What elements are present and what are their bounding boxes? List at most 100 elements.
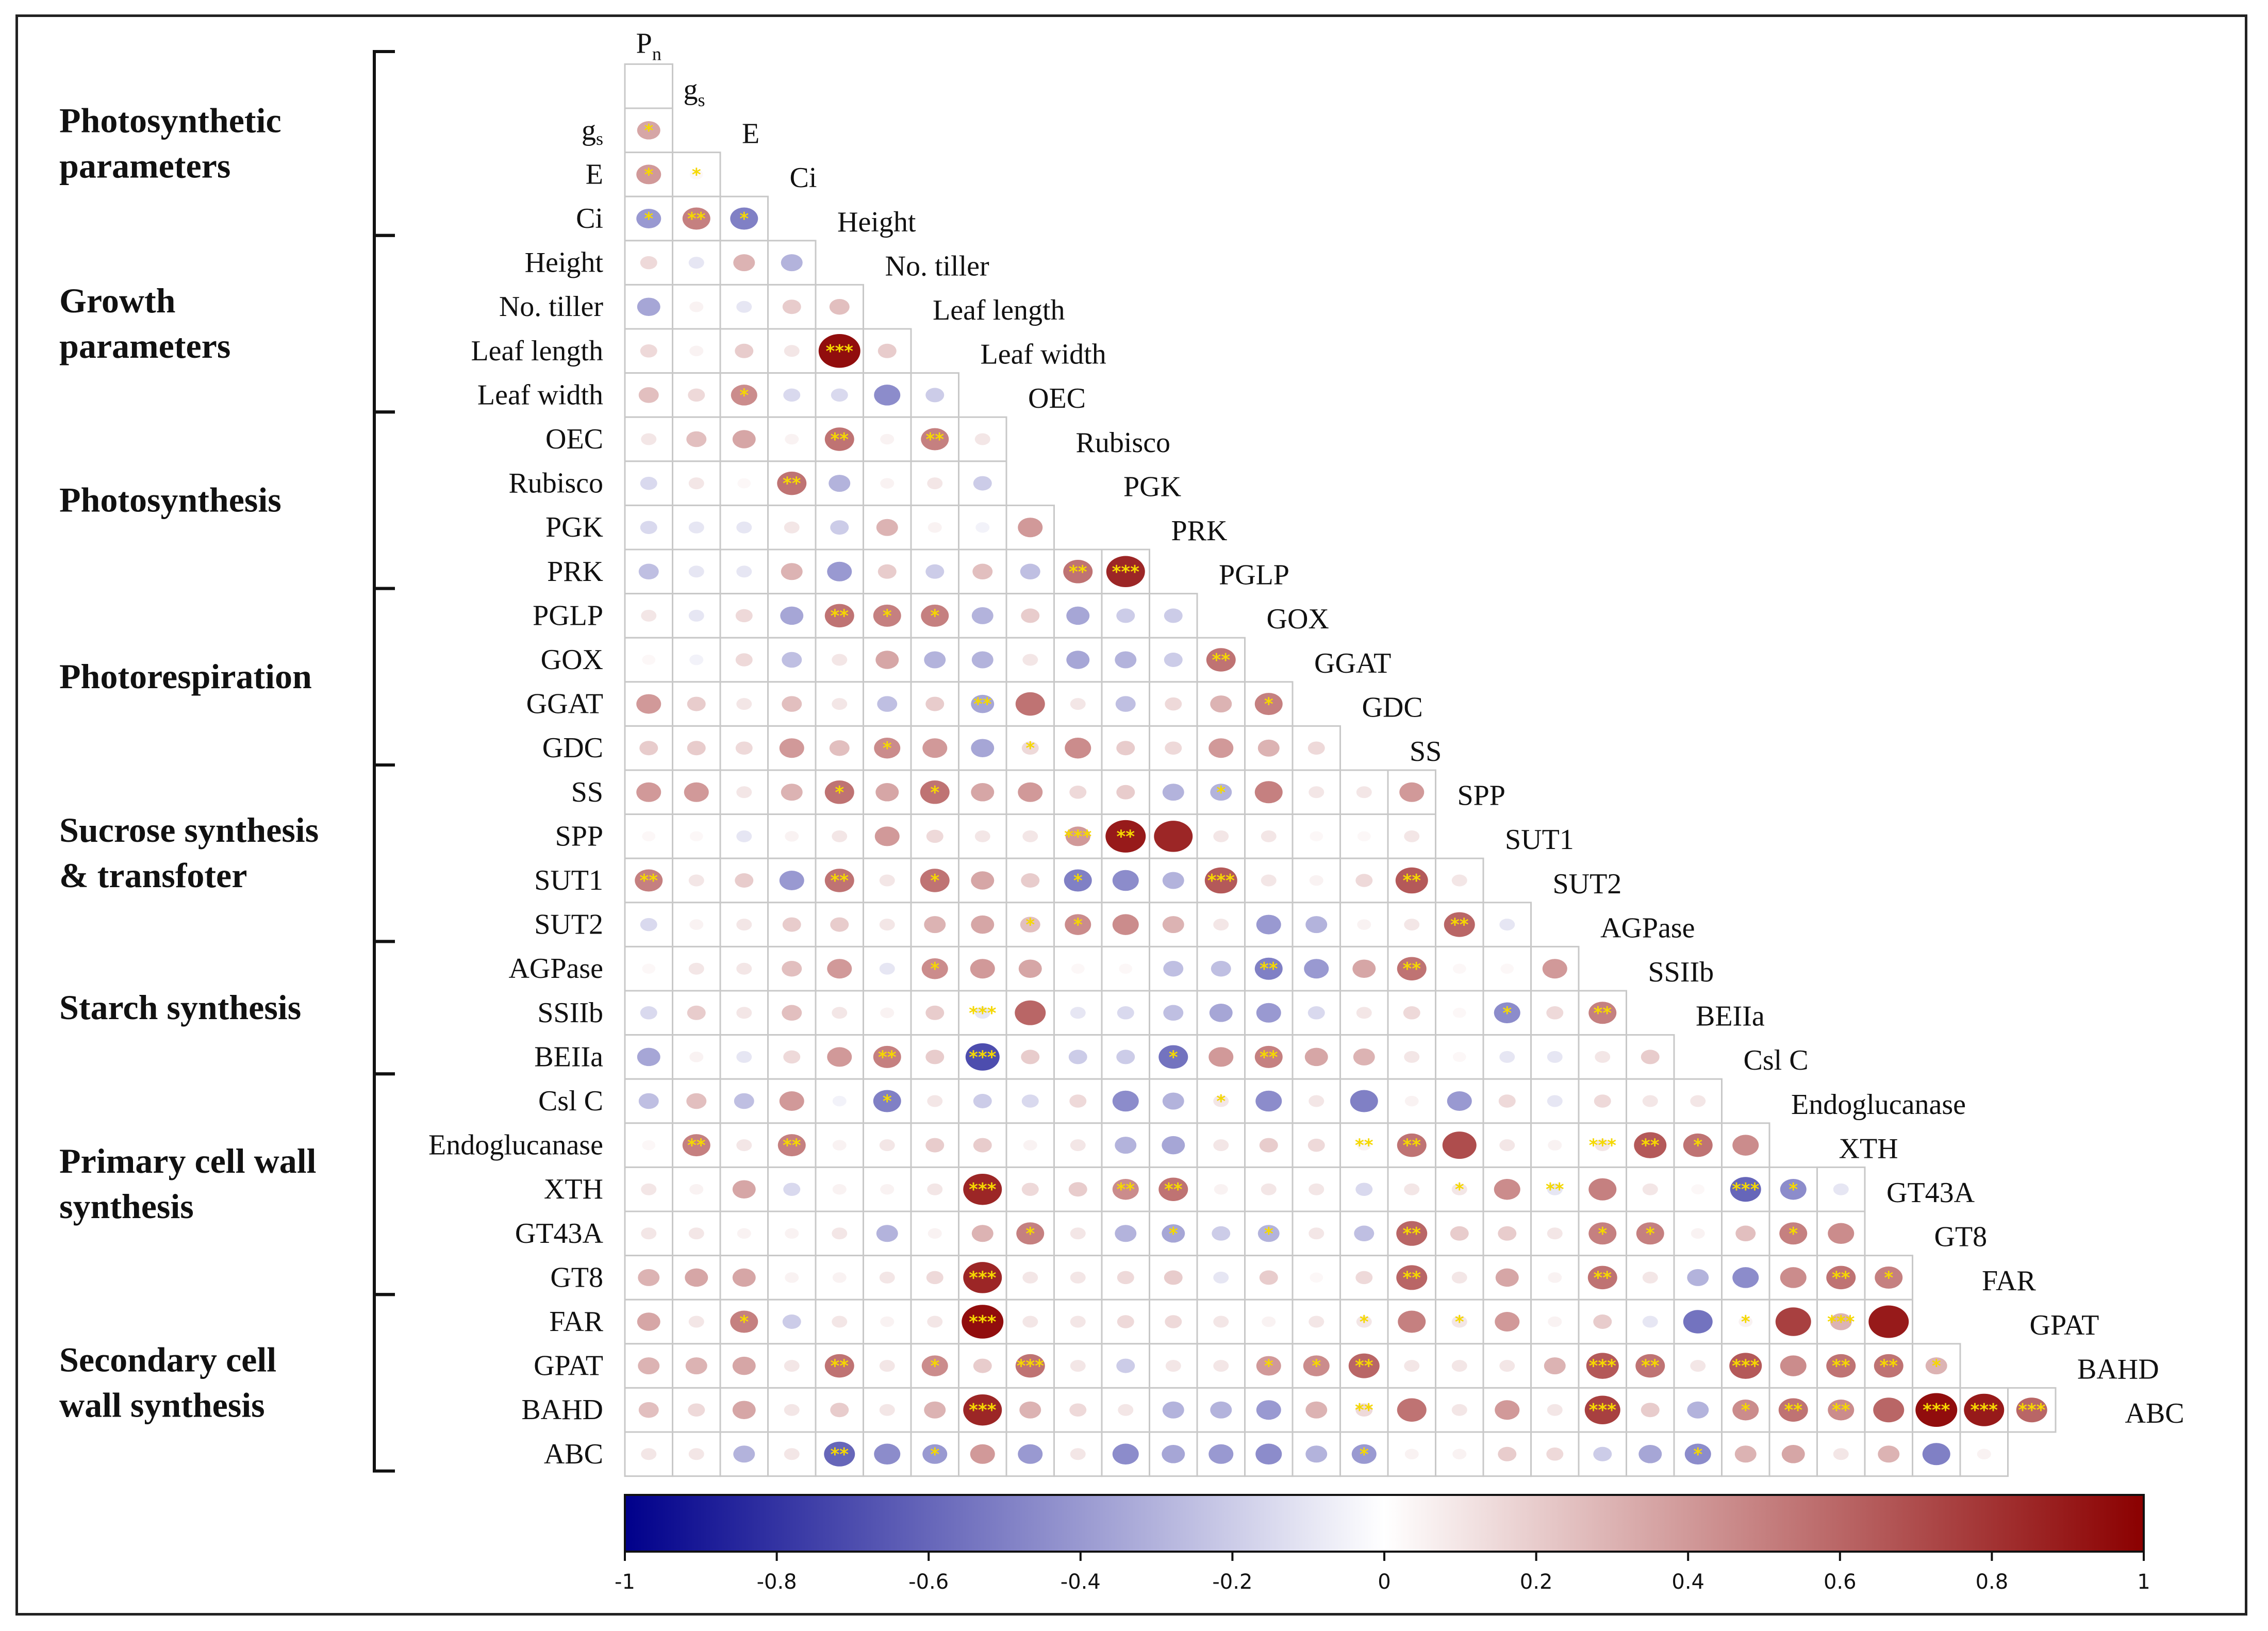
correlation-circle: [824, 869, 854, 892]
correlation-circle: [1119, 963, 1133, 974]
diagonal-label: GDC: [1362, 691, 1423, 723]
correlation-circle: [784, 345, 800, 357]
correlation-circle: [1162, 1401, 1184, 1419]
correlation-circle: [1019, 1401, 1041, 1419]
significance-stars: **: [973, 694, 992, 715]
correlation-circle: [973, 1094, 992, 1108]
correlation-circle: [784, 1404, 800, 1416]
row-label: Leaf width: [477, 379, 603, 411]
correlation-circle: [1833, 1183, 1849, 1195]
correlation-circle: [688, 1448, 704, 1460]
correlation-circle: [1065, 826, 1090, 846]
correlation-circle: [879, 1404, 895, 1416]
group-name: wall synthesis: [59, 1385, 265, 1424]
significance-stars: *: [883, 1091, 892, 1112]
correlation-circle: [734, 1093, 754, 1109]
row-label: E: [586, 158, 603, 190]
correlation-circle: [1638, 1445, 1662, 1463]
correlation-circle: [1021, 1183, 1039, 1196]
correlation-circle: [824, 427, 854, 451]
diagonal-label: BEIIa: [1696, 1001, 1765, 1033]
row-label: BAHD: [521, 1394, 603, 1426]
correlation-circle: [1587, 1266, 1617, 1290]
significance-stars: *: [1646, 1224, 1655, 1244]
correlation-circle: [1213, 919, 1229, 931]
correlation-circle: [830, 520, 849, 535]
correlation-circle: [1018, 518, 1043, 538]
correlation-circle: [1021, 873, 1040, 888]
correlation-circle: [1547, 1183, 1563, 1195]
correlation-circle: [973, 1358, 992, 1373]
diagonal-label: ABC: [2125, 1397, 2184, 1429]
correlation-circle: [1261, 874, 1277, 887]
significance-stars: **: [783, 1136, 801, 1156]
correlation-circle: [1256, 914, 1281, 935]
significance-stars: *: [1789, 1224, 1798, 1244]
correlation-circle: [1259, 1138, 1278, 1153]
significance-stars: **: [1832, 1268, 1850, 1288]
correlation-circle: [785, 831, 799, 842]
correlation-circle: [971, 783, 995, 802]
significance-stars: *: [930, 1356, 939, 1377]
significance-stars: **: [830, 1356, 849, 1377]
correlation-circle: [1548, 1272, 1562, 1283]
correlation-circle: [1404, 1183, 1420, 1195]
heatmap-cell: [672, 1255, 721, 1301]
row-label: GT8: [550, 1261, 603, 1293]
correlation-circle: [974, 830, 990, 842]
correlation-circle: [1115, 696, 1136, 712]
correlation-circle: [1450, 1226, 1469, 1241]
correlation-circle: [1356, 1316, 1372, 1328]
correlation-circle: [1444, 912, 1475, 937]
correlation-circle: [1210, 784, 1232, 801]
significance-stars: **: [1402, 959, 1421, 979]
correlation-circle: [1307, 1138, 1325, 1152]
correlation-circle: [926, 1271, 943, 1285]
correlation-circle: [921, 604, 949, 627]
significance-stars: **: [1116, 826, 1135, 847]
correlation-circle: [781, 254, 803, 272]
correlation-circle: [733, 254, 755, 272]
correlation-circle: [2016, 1397, 2047, 1423]
correlation-circle: [1261, 1183, 1277, 1195]
correlation-circle: [732, 430, 756, 448]
correlation-circle: [784, 1360, 800, 1372]
group-name: & transfoter: [59, 856, 247, 895]
correlation-circle: [974, 1007, 990, 1019]
diagonal-label: No. tiller: [885, 250, 990, 282]
correlation-circle: [1729, 1353, 1762, 1379]
correlation-circle: [686, 431, 707, 447]
correlation-circle: [1021, 1050, 1040, 1064]
diagonal-label: Pn: [636, 27, 661, 64]
correlation-circle: [925, 564, 945, 579]
correlation-circle: [1404, 1360, 1420, 1372]
correlation-circle: [1642, 1183, 1658, 1195]
correlation-circle: [878, 343, 897, 358]
correlation-circle: [1309, 1183, 1325, 1195]
row-label: Rubisco: [508, 468, 603, 500]
correlation-circle: [1357, 919, 1371, 930]
correlation-circle: [1593, 1314, 1612, 1329]
significance-stars: **: [1355, 1356, 1373, 1377]
correlation-circle: [1022, 1271, 1038, 1284]
heatmap-cell: [1244, 1343, 1294, 1389]
correlation-circle: [1164, 653, 1183, 667]
significance-stars: **: [1355, 1400, 1373, 1421]
correlation-circle: [1586, 1353, 1619, 1379]
correlation-circle: [1833, 1448, 1849, 1460]
correlation-circle: [927, 477, 943, 490]
colorbar-tick-label: -0.4: [1061, 1570, 1101, 1594]
correlation-circle: [1118, 1404, 1134, 1416]
correlation-circle: [1355, 1183, 1373, 1196]
correlation-circle: [779, 738, 804, 758]
correlation-circle: [1451, 1183, 1467, 1195]
correlation-circle: [732, 1401, 756, 1419]
group-name: Photosynthesis: [59, 480, 282, 519]
correlation-circle: [1730, 1177, 1761, 1202]
correlation-circle: [1020, 917, 1040, 933]
correlation-circle: [781, 563, 803, 580]
heatmap-cell: [1005, 1255, 1055, 1301]
correlation-circle: [1452, 1052, 1466, 1062]
correlation-circle: [1309, 1316, 1325, 1328]
significance-stars: *: [1169, 1224, 1178, 1244]
